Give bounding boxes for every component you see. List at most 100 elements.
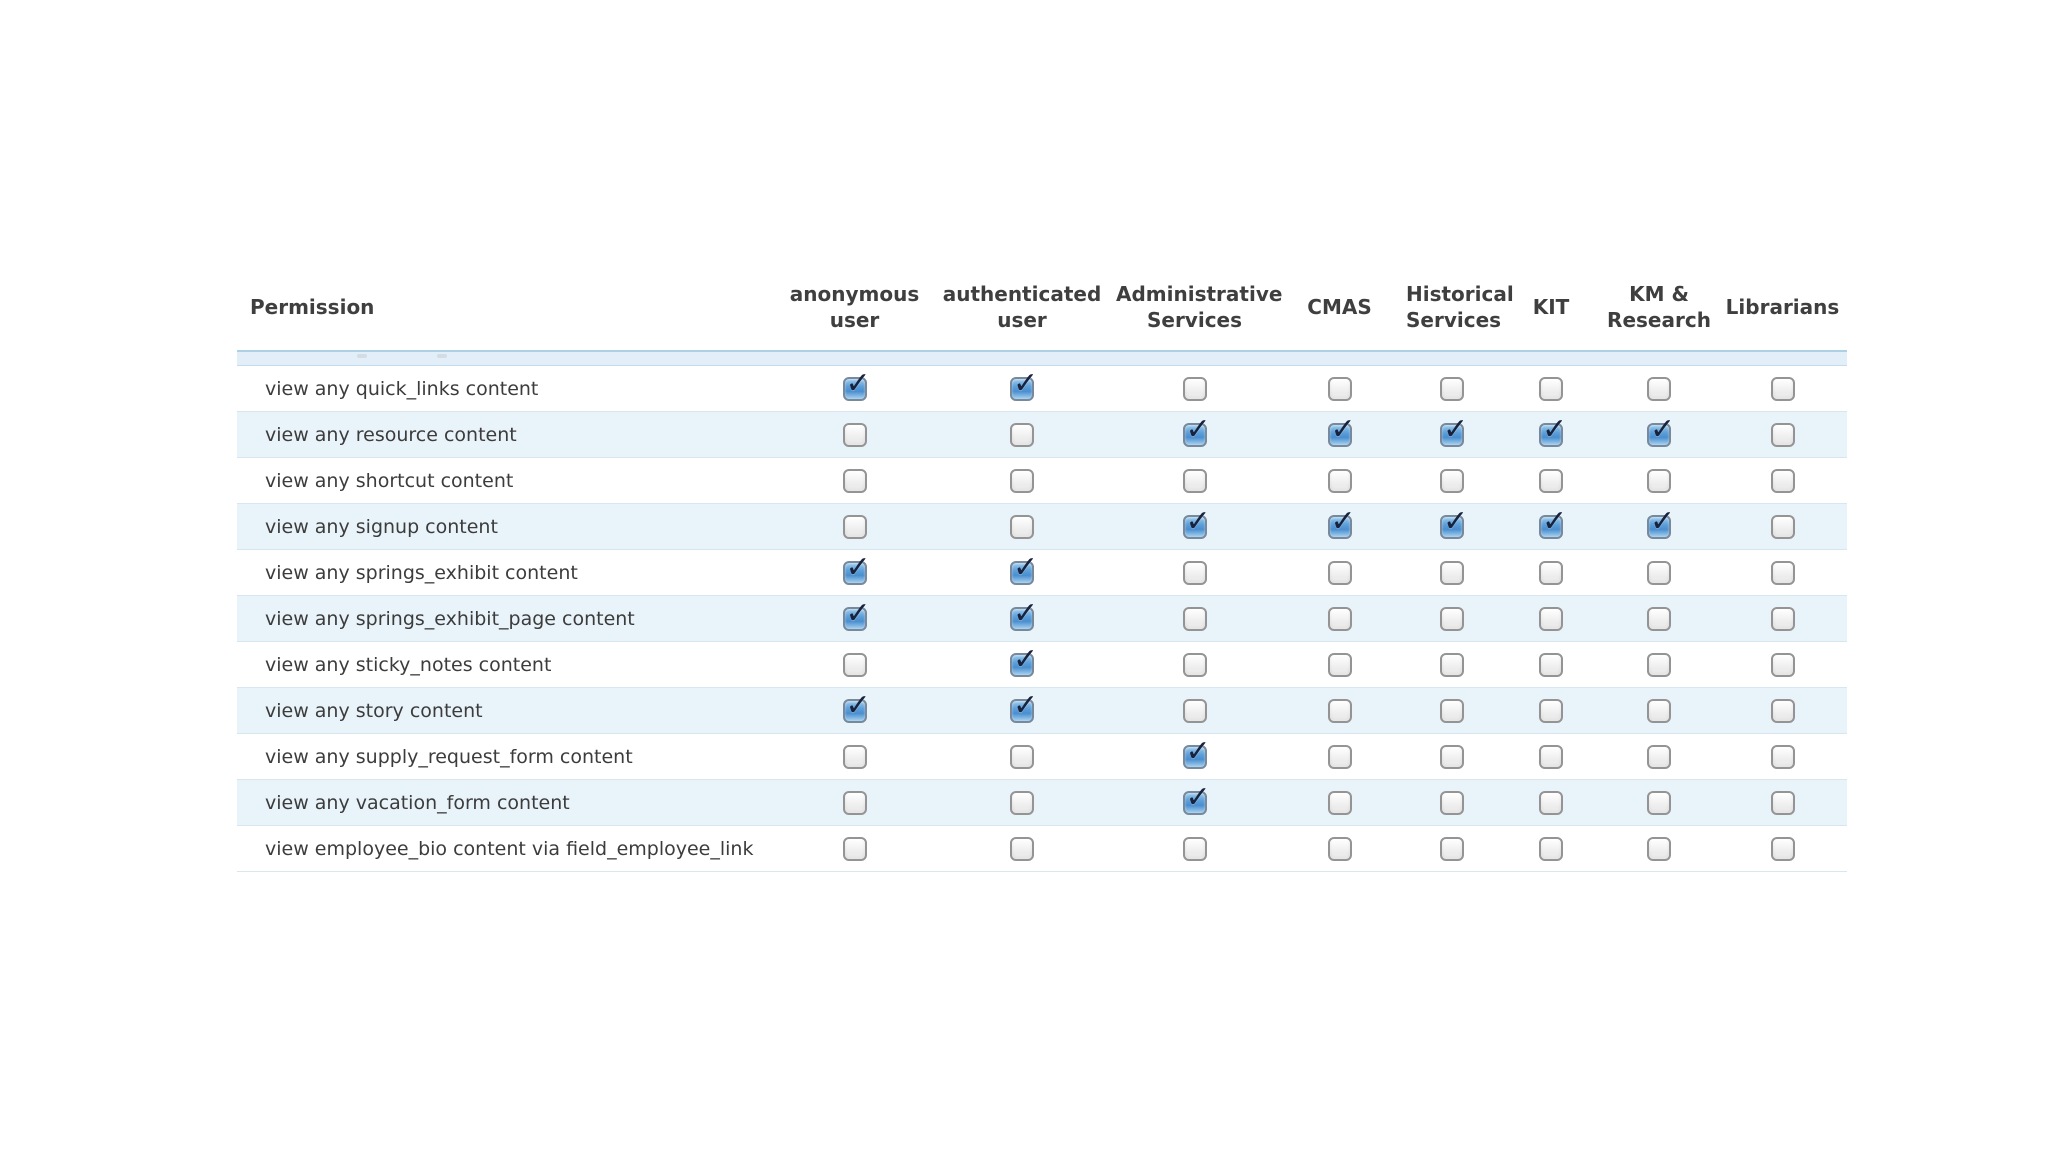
permission-checkbox-cmas[interactable] [1327, 504, 1356, 539]
permission-checkbox-km-research[interactable] [1647, 504, 1675, 539]
permission-checkbox-kit[interactable] [1539, 744, 1563, 769]
permission-checkbox-cmas[interactable] [1327, 560, 1352, 585]
checkbox-cell [1277, 365, 1402, 412]
permission-checkbox-authenticated-user[interactable] [1010, 596, 1038, 631]
permission-checkbox-administrative-services[interactable] [1182, 504, 1211, 539]
permission-checkbox-km-research[interactable] [1647, 836, 1671, 861]
permission-checkbox-authenticated-user[interactable] [1010, 642, 1038, 677]
table-row: view any signup content [237, 503, 1847, 550]
permission-checkbox-librarians[interactable] [1770, 560, 1795, 585]
permission-checkbox-anonymous-user[interactable] [842, 688, 871, 723]
permission-checkbox-kit[interactable] [1539, 504, 1567, 539]
permission-checkbox-authenticated-user[interactable] [1010, 366, 1038, 401]
permission-checkbox-librarians[interactable] [1770, 422, 1795, 447]
permission-checkbox-librarians[interactable] [1770, 652, 1795, 677]
permission-checkbox-librarians[interactable] [1770, 468, 1795, 493]
permission-checkbox-historical-services[interactable] [1440, 412, 1468, 447]
permission-checkbox-kit[interactable] [1539, 836, 1563, 861]
permission-checkbox-cmas[interactable] [1327, 836, 1352, 861]
checkbox-cell [1277, 549, 1402, 596]
permission-checkbox-anonymous-user[interactable] [842, 514, 867, 539]
permission-checkbox-historical-services[interactable] [1440, 376, 1464, 401]
permission-checkbox-administrative-services[interactable] [1182, 468, 1207, 493]
permission-checkbox-km-research[interactable] [1647, 790, 1671, 815]
checkbox-cell [932, 503, 1112, 550]
permission-checkbox-kit[interactable] [1539, 412, 1567, 447]
permission-checkbox-kit[interactable] [1539, 560, 1563, 585]
permission-checkbox-kit[interactable] [1539, 606, 1563, 631]
checkbox-cell [1502, 457, 1600, 504]
permission-checkbox-librarians[interactable] [1770, 514, 1795, 539]
permission-checkbox-administrative-services[interactable] [1182, 780, 1211, 815]
permission-checkbox-kit[interactable] [1539, 468, 1563, 493]
permission-checkbox-kit[interactable] [1539, 652, 1563, 677]
table-row: view any quick_links content [237, 365, 1847, 412]
permission-checkbox-cmas[interactable] [1327, 606, 1352, 631]
permission-checkbox-anonymous-user[interactable] [842, 468, 867, 493]
permission-checkbox-anonymous-user[interactable] [842, 836, 867, 861]
checkbox-cell [932, 779, 1112, 826]
permission-checkbox-librarians[interactable] [1770, 698, 1795, 723]
permission-checkbox-cmas[interactable] [1327, 744, 1352, 769]
permission-checkbox-authenticated-user[interactable] [1010, 836, 1034, 861]
permission-checkbox-authenticated-user[interactable] [1010, 514, 1034, 539]
permission-checkbox-authenticated-user[interactable] [1010, 790, 1034, 815]
permission-label: view employee_bio content via field_empl… [237, 825, 777, 872]
permission-checkbox-anonymous-user[interactable] [842, 790, 867, 815]
permission-checkbox-anonymous-user[interactable] [842, 550, 871, 585]
permission-checkbox-administrative-services[interactable] [1182, 836, 1207, 861]
permission-checkbox-anonymous-user[interactable] [842, 596, 871, 631]
permission-checkbox-cmas[interactable] [1327, 790, 1352, 815]
permission-checkbox-administrative-services[interactable] [1182, 734, 1211, 769]
permission-checkbox-historical-services[interactable] [1440, 504, 1468, 539]
permission-checkbox-cmas[interactable] [1327, 652, 1352, 677]
permission-checkbox-km-research[interactable] [1647, 468, 1671, 493]
permission-checkbox-historical-services[interactable] [1440, 560, 1464, 585]
permission-checkbox-km-research[interactable] [1647, 376, 1671, 401]
permission-checkbox-km-research[interactable] [1647, 744, 1671, 769]
checkbox-cell [777, 595, 932, 642]
permission-checkbox-km-research[interactable] [1647, 698, 1671, 723]
permission-checkbox-historical-services[interactable] [1440, 790, 1464, 815]
permission-checkbox-authenticated-user[interactable] [1010, 688, 1038, 723]
permission-checkbox-historical-services[interactable] [1440, 652, 1464, 677]
permission-checkbox-administrative-services[interactable] [1182, 652, 1207, 677]
permission-checkbox-cmas[interactable] [1327, 412, 1356, 447]
permission-checkbox-librarians[interactable] [1770, 836, 1795, 861]
table-row: view any sticky_notes content [237, 641, 1847, 688]
permission-checkbox-librarians[interactable] [1770, 790, 1795, 815]
permission-checkbox-librarians[interactable] [1770, 606, 1795, 631]
permission-checkbox-cmas[interactable] [1327, 468, 1352, 493]
permission-checkbox-librarians[interactable] [1770, 376, 1795, 401]
permission-checkbox-cmas[interactable] [1327, 376, 1352, 401]
permission-checkbox-km-research[interactable] [1647, 560, 1671, 585]
permission-checkbox-anonymous-user[interactable] [842, 422, 867, 447]
permission-checkbox-cmas[interactable] [1327, 698, 1352, 723]
permission-checkbox-administrative-services[interactable] [1182, 606, 1207, 631]
permission-checkbox-authenticated-user[interactable] [1010, 422, 1034, 447]
permission-checkbox-historical-services[interactable] [1440, 468, 1464, 493]
permission-checkbox-authenticated-user[interactable] [1010, 550, 1038, 585]
permission-checkbox-kit[interactable] [1539, 376, 1563, 401]
permission-checkbox-historical-services[interactable] [1440, 836, 1464, 861]
permission-checkbox-librarians[interactable] [1770, 744, 1795, 769]
permission-checkbox-anonymous-user[interactable] [842, 744, 867, 769]
permission-checkbox-authenticated-user[interactable] [1010, 744, 1034, 769]
permission-checkbox-historical-services[interactable] [1440, 606, 1464, 631]
checkbox-cell [1277, 411, 1402, 458]
checkbox-cell [1402, 733, 1502, 780]
permission-checkbox-kit[interactable] [1539, 698, 1563, 723]
permission-checkbox-administrative-services[interactable] [1182, 412, 1211, 447]
permission-checkbox-km-research[interactable] [1647, 606, 1671, 631]
permission-checkbox-kit[interactable] [1539, 790, 1563, 815]
permission-checkbox-administrative-services[interactable] [1182, 698, 1207, 723]
permission-checkbox-administrative-services[interactable] [1182, 560, 1207, 585]
permission-checkbox-anonymous-user[interactable] [842, 366, 871, 401]
permission-checkbox-administrative-services[interactable] [1182, 376, 1207, 401]
permission-checkbox-authenticated-user[interactable] [1010, 468, 1034, 493]
permission-checkbox-historical-services[interactable] [1440, 744, 1464, 769]
permission-checkbox-anonymous-user[interactable] [842, 652, 867, 677]
permission-checkbox-km-research[interactable] [1647, 652, 1671, 677]
permission-checkbox-historical-services[interactable] [1440, 698, 1464, 723]
permission-checkbox-km-research[interactable] [1647, 412, 1675, 447]
